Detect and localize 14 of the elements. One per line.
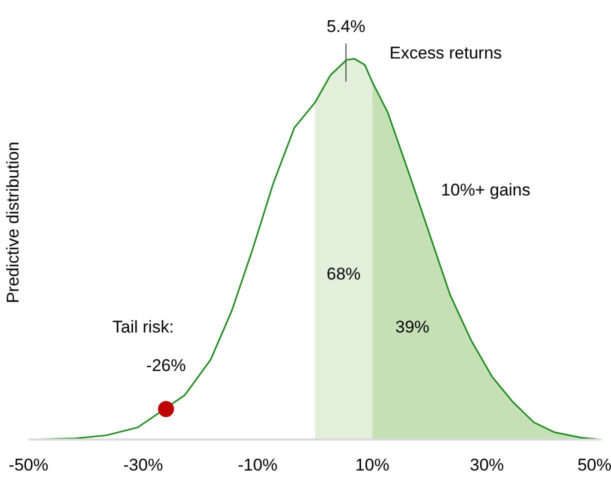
- x-tick-label: 30%: [470, 456, 504, 474]
- x-tick-label: 10%: [355, 456, 390, 474]
- x-tick-label: -50%: [8, 456, 48, 474]
- x-tick-label: 50%: [577, 456, 611, 474]
- annotation: -26%: [146, 356, 186, 375]
- annotation: 5.4%: [326, 16, 366, 36]
- annotation: 39%: [395, 318, 430, 337]
- annotation: 68%: [326, 264, 361, 284]
- annotation: 10%+ gains: [441, 180, 530, 200]
- y-axis-title: Predictive distribution: [4, 142, 22, 304]
- annotation: Tail risk:: [112, 318, 174, 337]
- x-tick-label: -30%: [123, 456, 163, 474]
- x-tick-label: -10%: [238, 456, 278, 474]
- annotation: Excess returns: [389, 44, 502, 63]
